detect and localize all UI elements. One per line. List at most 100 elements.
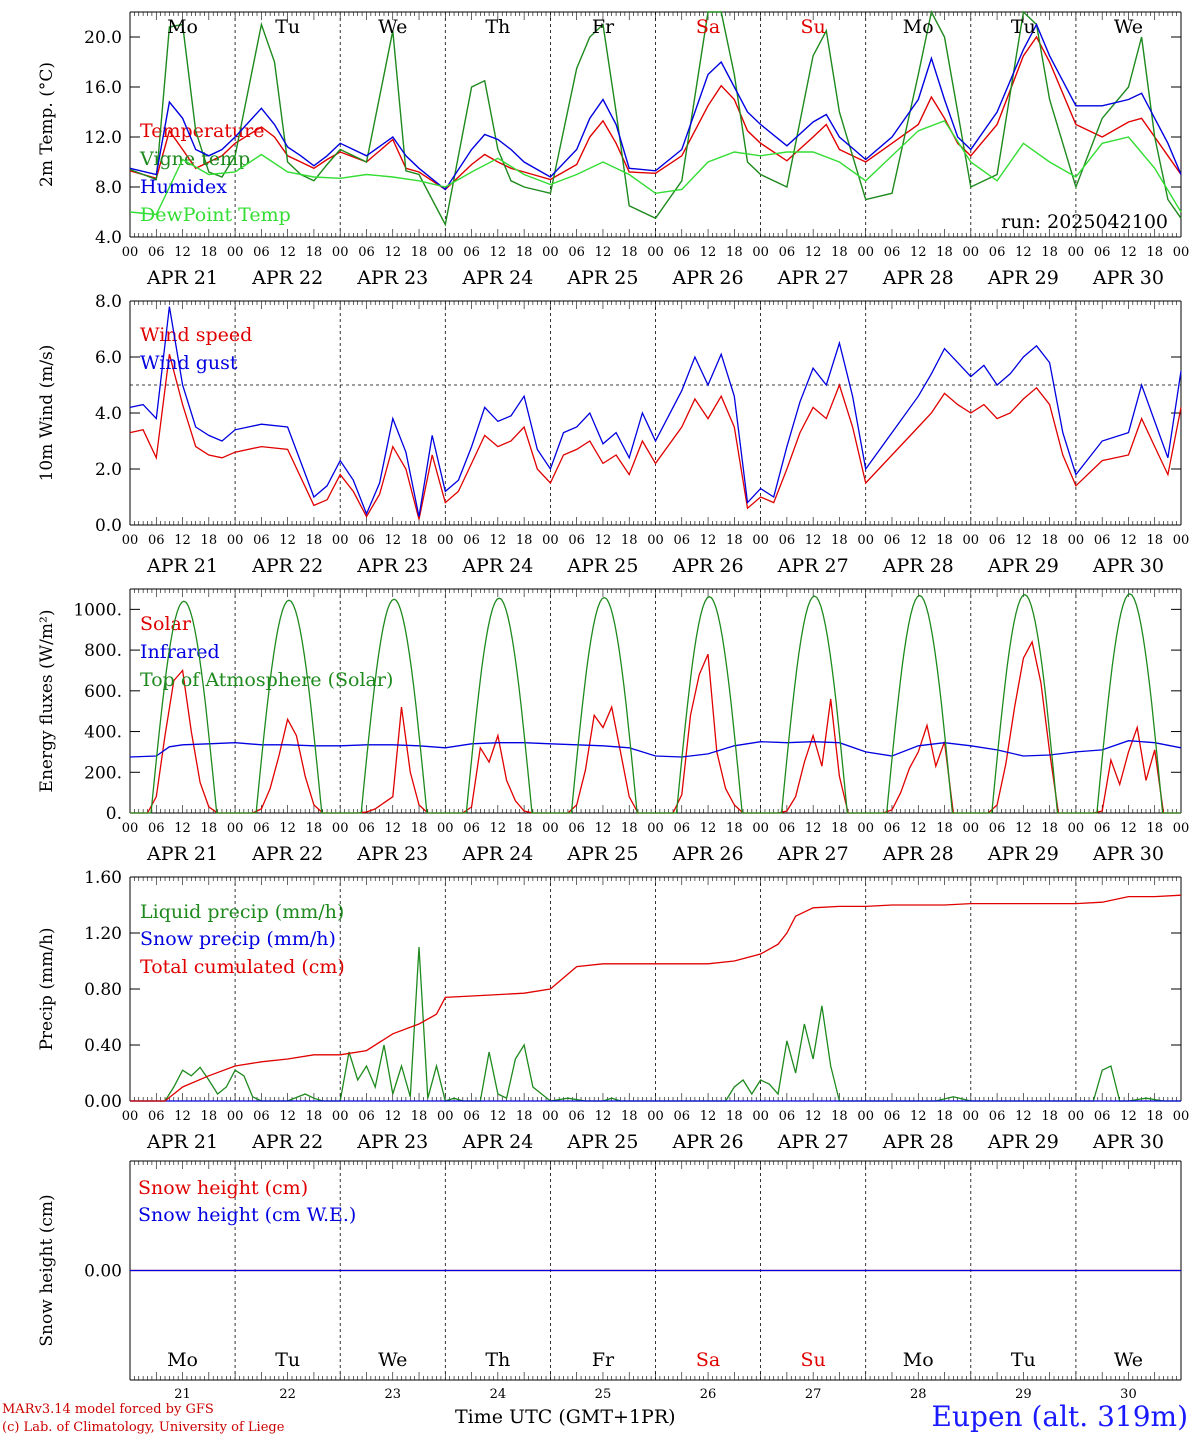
hour-tick-label: 18 bbox=[201, 821, 218, 836]
weekday-label-bottom: Sa bbox=[696, 1349, 720, 1371]
hour-tick-label: 00 bbox=[1173, 533, 1190, 548]
hour-tick-label: 00 bbox=[437, 533, 454, 548]
hour-tick-label: 06 bbox=[358, 533, 375, 548]
date-label: APR 22 bbox=[251, 555, 323, 577]
hour-tick-label: 06 bbox=[148, 245, 165, 260]
y-axis-label: Snow height (cm) bbox=[37, 1194, 57, 1346]
hour-tick-label: 18 bbox=[936, 245, 953, 260]
hour-tick-label: 12 bbox=[384, 245, 401, 260]
day-number-label: 27 bbox=[805, 1387, 822, 1402]
hour-tick-label: 06 bbox=[674, 533, 691, 548]
hour-tick-label: 00 bbox=[227, 1109, 244, 1124]
hour-tick-label: 00 bbox=[227, 533, 244, 548]
hour-tick-label: 00 bbox=[122, 245, 139, 260]
date-label: APR 25 bbox=[566, 267, 638, 289]
hour-tick-label: 12 bbox=[700, 821, 717, 836]
hour-tick-label: 06 bbox=[568, 821, 585, 836]
hour-tick-label: 00 bbox=[542, 1109, 559, 1124]
date-label: APR 25 bbox=[566, 1131, 638, 1153]
legend-entry-total-cumulated-cm-: Total cumulated (cm) bbox=[140, 956, 345, 978]
date-label: APR 22 bbox=[251, 843, 323, 865]
y-tick-label: 8.0 bbox=[95, 292, 122, 312]
weekday-label: Su bbox=[801, 16, 826, 38]
hour-tick-label: 18 bbox=[1146, 821, 1163, 836]
hour-tick-label: 00 bbox=[647, 533, 664, 548]
hour-tick-label: 00 bbox=[542, 245, 559, 260]
hour-tick-label: 18 bbox=[621, 533, 638, 548]
y-axis-label: Precip (mm/h) bbox=[37, 927, 57, 1050]
weekday-label-bottom: Tu bbox=[1011, 1349, 1036, 1371]
hour-tick-label: 06 bbox=[358, 821, 375, 836]
hour-tick-label: 12 bbox=[595, 533, 612, 548]
hour-tick-label: 12 bbox=[279, 821, 296, 836]
hour-tick-label: 18 bbox=[1146, 245, 1163, 260]
hour-tick-label: 06 bbox=[674, 821, 691, 836]
hour-tick-label: 18 bbox=[306, 533, 323, 548]
y-tick-label: 0.0 bbox=[95, 516, 122, 536]
weekday-label-bottom: Fr bbox=[592, 1349, 615, 1371]
hour-tick-label: 12 bbox=[805, 1109, 822, 1124]
hour-tick-label: 00 bbox=[1068, 1109, 1085, 1124]
hour-tick-label: 12 bbox=[279, 1109, 296, 1124]
y-tick-label: 1000. bbox=[73, 600, 122, 620]
legend-entry-solar: Solar bbox=[140, 613, 192, 635]
date-label: APR 22 bbox=[251, 1131, 323, 1153]
hour-tick-label: 00 bbox=[857, 533, 874, 548]
y-tick-label: 4.0 bbox=[95, 404, 122, 424]
panel-2: 0.0 2.0 4.0 6.0 8.0 10m Wind (m/s) Wind speed W… bbox=[37, 292, 1189, 577]
hour-tick-label: 12 bbox=[384, 821, 401, 836]
weekday-label-bottom: Mo bbox=[167, 1349, 198, 1371]
hour-tick-label: 06 bbox=[148, 1109, 165, 1124]
hour-tick-label: 18 bbox=[621, 821, 638, 836]
hour-tick-label: 00 bbox=[332, 1109, 349, 1124]
hour-tick-label: 06 bbox=[1094, 1109, 1111, 1124]
legend-entry-snow-height-cm-: Snow height (cm) bbox=[138, 1177, 308, 1199]
date-label: APR 29 bbox=[987, 843, 1059, 865]
hour-tick-label: 12 bbox=[1120, 1109, 1137, 1124]
hour-tick-label: 12 bbox=[1120, 245, 1137, 260]
legend-entry-snow-precip-mm-h-: Snow precip (mm/h) bbox=[140, 928, 336, 950]
hour-tick-label: 06 bbox=[989, 533, 1006, 548]
series-line-humidex bbox=[129, 22, 1182, 191]
hour-tick-label: 00 bbox=[1173, 1109, 1190, 1124]
hour-tick-label: 00 bbox=[752, 1109, 769, 1124]
legend-entry-dewpoint-temp: DewPoint Temp bbox=[140, 204, 291, 226]
hour-tick-label: 18 bbox=[1146, 1109, 1163, 1124]
y-axis-label: 2m Temp. (°C) bbox=[37, 62, 57, 187]
hour-tick-label: 00 bbox=[963, 245, 980, 260]
y-tick-label: 0.00 bbox=[84, 1092, 122, 1112]
hour-tick-label: 18 bbox=[726, 533, 743, 548]
hour-tick-label: 00 bbox=[227, 245, 244, 260]
day-number-label: 25 bbox=[595, 1387, 612, 1402]
hour-tick-label: 00 bbox=[963, 821, 980, 836]
y-tick-label: 6.0 bbox=[95, 348, 122, 368]
hour-tick-label: 06 bbox=[463, 245, 480, 260]
y-tick-label: 0.00 bbox=[84, 1262, 122, 1282]
date-label: APR 24 bbox=[461, 1131, 533, 1153]
hour-tick-label: 12 bbox=[490, 821, 507, 836]
hour-tick-label: 00 bbox=[437, 821, 454, 836]
date-label: APR 21 bbox=[146, 555, 218, 577]
date-label: APR 27 bbox=[777, 1131, 849, 1153]
hour-tick-label: 12 bbox=[700, 533, 717, 548]
y-tick-label: 2.0 bbox=[95, 460, 122, 480]
hour-tick-label: 06 bbox=[989, 245, 1006, 260]
hour-tick-label: 06 bbox=[358, 1109, 375, 1124]
weekday-label: We bbox=[1114, 16, 1143, 38]
date-label: APR 29 bbox=[987, 555, 1059, 577]
date-label: APR 26 bbox=[672, 1131, 744, 1153]
legend-entry-temperature: Temperature bbox=[140, 120, 264, 142]
hour-tick-label: 12 bbox=[1015, 821, 1032, 836]
y-tick-label: 1.60 bbox=[84, 868, 122, 888]
y-tick-label: 0. bbox=[106, 804, 122, 824]
credit-line-2: (c) Lab. of Climatology, University of L… bbox=[2, 1420, 285, 1435]
hour-tick-label: 12 bbox=[805, 533, 822, 548]
hour-tick-label: 12 bbox=[595, 821, 612, 836]
hour-tick-label: 06 bbox=[779, 245, 796, 260]
hour-tick-label: 18 bbox=[516, 533, 533, 548]
hour-tick-label: 00 bbox=[1068, 533, 1085, 548]
hour-tick-label: 18 bbox=[621, 1109, 638, 1124]
y-tick-label: 400. bbox=[84, 723, 122, 743]
hour-tick-label: 18 bbox=[411, 533, 428, 548]
